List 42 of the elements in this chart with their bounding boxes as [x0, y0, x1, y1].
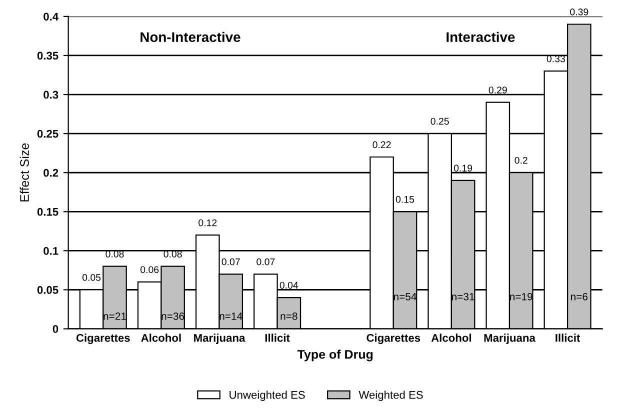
data-label: 0.07 — [256, 258, 275, 266]
data-label: 0.08 — [106, 250, 124, 258]
y-tick-label: 0.35 — [37, 52, 58, 60]
annotation: n=36 — [162, 312, 184, 320]
data-label: 0.2 — [514, 156, 528, 164]
annotation: n=6 — [571, 292, 588, 300]
data-label: 0.39 — [570, 8, 588, 16]
data-label: 0.06 — [140, 266, 159, 274]
data-label: 0.04 — [280, 282, 298, 289]
data-label: 0.19 — [454, 164, 472, 172]
y-tick-label: 0.2 — [44, 168, 58, 177]
x-tick-label: Alcohol — [431, 334, 472, 342]
legend-label: Unweighted ES — [230, 390, 305, 401]
x-tick-label: Cigarettes — [76, 334, 130, 344]
annotation: n=21 — [104, 312, 126, 320]
x-tick-label: Marijuana — [194, 334, 246, 344]
data-label: 0.12 — [198, 219, 217, 226]
x-axis-title: Type of Drug — [297, 350, 373, 362]
x-tick-label: Marijuana — [484, 334, 536, 344]
y-tick-label: 0.3 — [44, 90, 58, 99]
y-tick-label: 0.1 — [44, 246, 58, 255]
data-label: 0.22 — [372, 141, 391, 148]
data-label: 0.08 — [164, 250, 182, 258]
y-axis-title: Effect Size — [20, 143, 29, 202]
data-label: 0.25 — [430, 118, 449, 125]
annotation: Non-Interactive — [140, 32, 240, 42]
y-tick-label: 0.15 — [37, 208, 58, 216]
x-tick-label: Alcohol — [141, 334, 181, 342]
y-tick-label: 0.05 — [37, 286, 58, 294]
x-tick-label: Illicit — [265, 334, 290, 342]
legend-label: Weighted ES — [358, 390, 423, 401]
x-tick-label: Cigarettes — [366, 334, 420, 344]
data-label: 0.07 — [222, 258, 240, 266]
data-label: 0.15 — [396, 196, 414, 203]
annotation: Interactive — [446, 32, 515, 42]
data-label: 0.05 — [82, 274, 101, 281]
y-tick-label: 0.4 — [44, 12, 59, 21]
annotation: n=8 — [280, 312, 298, 320]
data-label: 0.29 — [488, 86, 507, 94]
x-tick-label: Illicit — [556, 334, 580, 342]
y-tick-label: 0 — [52, 325, 58, 333]
y-tick-label: 0.25 — [37, 130, 58, 138]
